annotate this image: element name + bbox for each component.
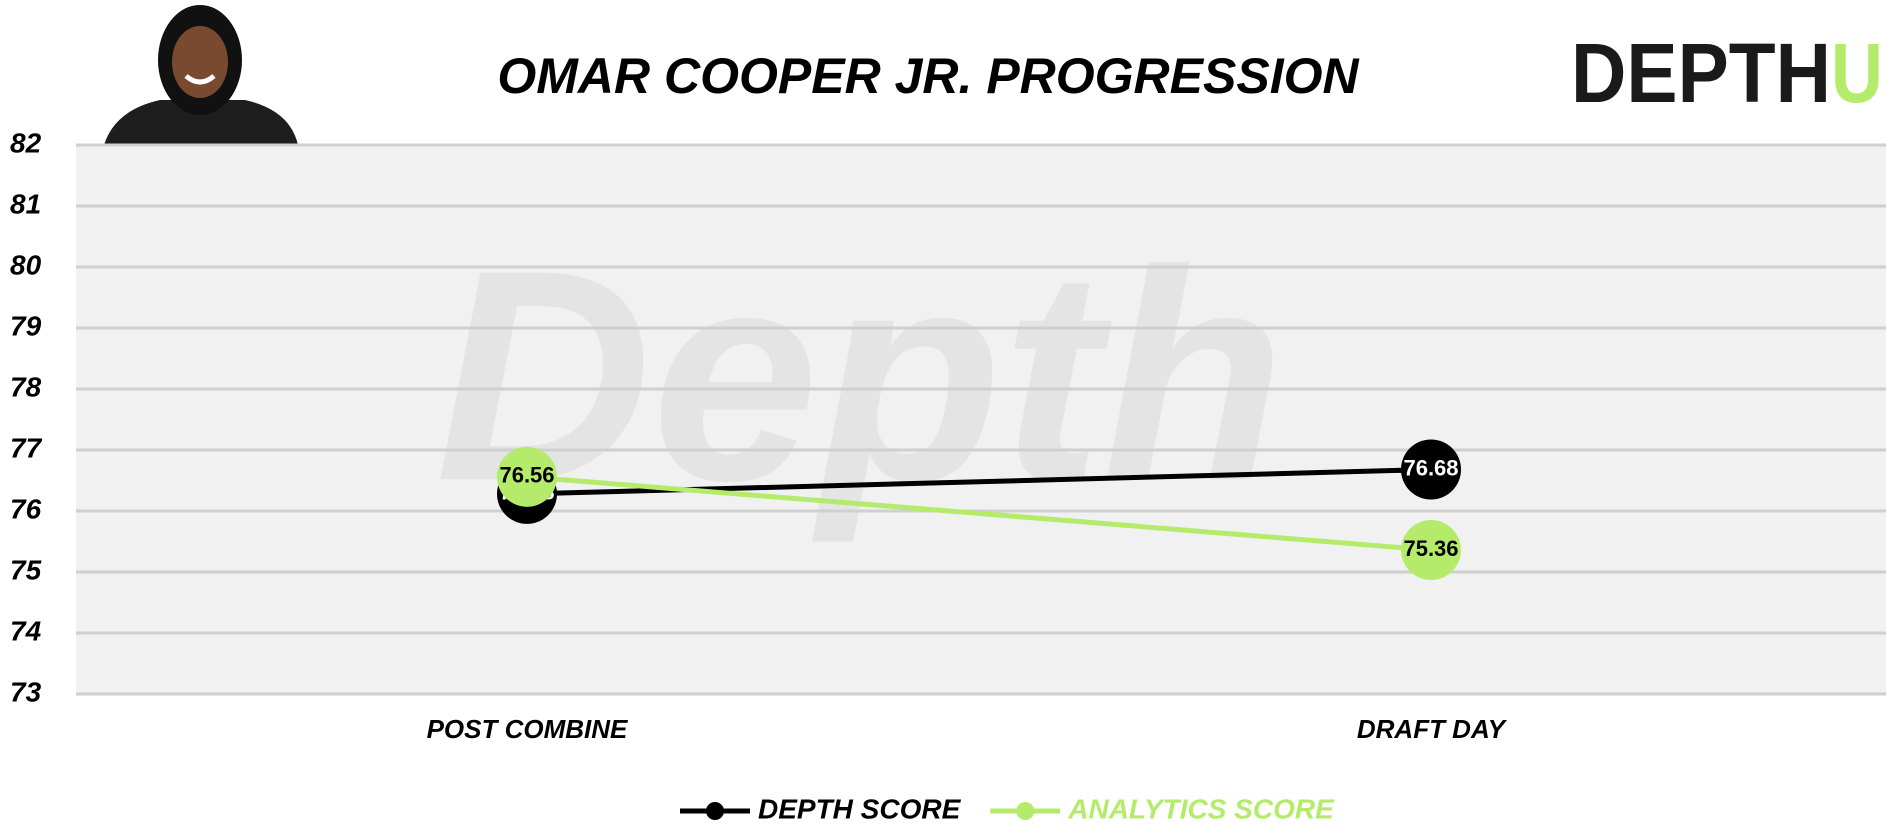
plot-area bbox=[76, 145, 1886, 694]
y-tick-label: 77 bbox=[10, 432, 43, 463]
chart-title: OMAR COOPER JR. PROGRESSION bbox=[497, 48, 1359, 104]
point bbox=[1401, 439, 1461, 500]
watermark: Depth bbox=[435, 207, 1285, 545]
series-line bbox=[526, 474, 1432, 553]
logo-text: DEPTH bbox=[1571, 26, 1831, 120]
legend-label: DEPTH SCORE bbox=[758, 793, 962, 824]
legend-label: ANALYTICS SCORE bbox=[1067, 793, 1335, 824]
y-tick-label: 79 bbox=[10, 310, 42, 341]
player-photo bbox=[104, 5, 298, 145]
logo-accent: U bbox=[1831, 26, 1883, 120]
x-tick-label: DRAFT DAY bbox=[1357, 714, 1508, 744]
y-tick-label: 81 bbox=[10, 188, 41, 219]
y-tick-label: 82 bbox=[10, 127, 42, 158]
value-label: 75.36 bbox=[1403, 536, 1458, 561]
value-label: 76.56 bbox=[499, 463, 554, 488]
y-tick-label: 80 bbox=[10, 249, 42, 280]
point bbox=[1401, 520, 1461, 581]
legend-marker bbox=[706, 802, 724, 820]
y-tick-label: 73 bbox=[10, 676, 42, 707]
y-tick-label: 78 bbox=[10, 371, 42, 402]
value-label: 76.68 bbox=[1403, 455, 1458, 480]
y-tick-label: 76 bbox=[10, 493, 42, 524]
legend-marker bbox=[1016, 802, 1035, 820]
x-tick-label: POST COMBINE bbox=[427, 714, 628, 744]
y-tick-label: 74 bbox=[10, 615, 42, 646]
y-tick-label: 75 bbox=[10, 554, 42, 585]
point bbox=[497, 446, 557, 507]
